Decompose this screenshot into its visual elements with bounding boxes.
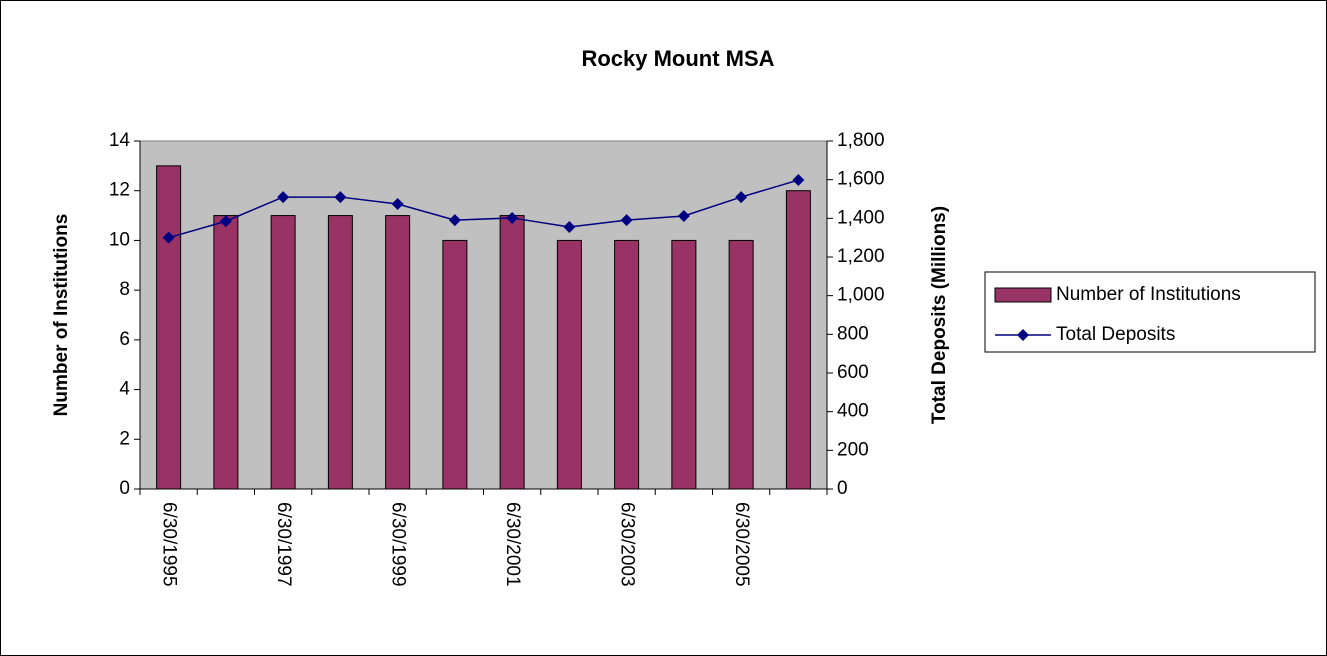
y2-tick-label: 1,400 — [837, 207, 885, 228]
bar — [499, 215, 525, 490]
marker — [277, 191, 290, 204]
x-tick-label: 6/30/1997 — [273, 502, 294, 587]
y2-tick-label: 200 — [837, 439, 869, 460]
bar — [156, 165, 182, 490]
legend-label: Number of Institutions — [1056, 284, 1241, 305]
bar — [671, 239, 697, 490]
marker — [735, 191, 748, 204]
marker — [620, 214, 633, 227]
y2-tick-label: 800 — [837, 323, 869, 344]
y2-tick-label: 600 — [837, 362, 869, 383]
x-tick-label: 6/30/1995 — [159, 502, 180, 587]
marker — [677, 210, 690, 223]
marker — [506, 211, 519, 224]
chart-title: Rocky Mount MSA — [581, 46, 774, 71]
bar — [728, 239, 754, 490]
y-tick-label: 10 — [109, 229, 130, 250]
marker — [334, 191, 347, 204]
marker — [391, 198, 404, 211]
x-tick-label: 6/30/2005 — [731, 502, 752, 587]
y2-tick-label: 1,000 — [837, 285, 885, 306]
legend-swatch — [994, 287, 1052, 303]
bar — [385, 215, 411, 490]
x-tick-label: 6/30/2001 — [502, 502, 523, 587]
y-tick-label: 14 — [109, 130, 131, 151]
marker — [448, 214, 461, 227]
x-tick-label: 6/30/1999 — [388, 502, 409, 587]
y2-axis-title: Total Deposits (Millions) — [929, 206, 950, 424]
y2-tick-label: 0 — [837, 478, 848, 499]
y-tick-label: 6 — [119, 329, 130, 350]
marker — [162, 231, 175, 244]
line — [168, 179, 799, 239]
bar — [327, 215, 353, 490]
legend-label: Total Deposits — [1056, 324, 1175, 345]
y-tick-label: 0 — [119, 478, 130, 499]
bar — [213, 215, 239, 490]
y2-tick-label: 1,200 — [837, 246, 885, 267]
plot-area — [139, 140, 828, 490]
y-tick-label: 2 — [119, 428, 130, 449]
marker — [563, 221, 576, 234]
marker — [219, 215, 232, 228]
y-axis-title: Number of Institutions — [51, 214, 72, 417]
bar — [442, 239, 468, 490]
y-tick-label: 12 — [109, 180, 130, 201]
bar — [614, 239, 640, 490]
y2-tick-label: 400 — [837, 401, 869, 422]
y2-tick-label: 1,800 — [837, 130, 885, 151]
y-tick-label: 8 — [119, 279, 130, 300]
y-tick-label: 4 — [119, 379, 130, 400]
bar — [556, 239, 582, 490]
legend-marker — [1017, 329, 1029, 341]
marker — [792, 174, 805, 187]
legend-box — [984, 271, 1316, 353]
x-tick-label: 6/30/2003 — [617, 502, 638, 587]
bar — [270, 215, 296, 490]
y2-tick-label: 1,600 — [837, 169, 885, 190]
bar — [785, 190, 811, 490]
